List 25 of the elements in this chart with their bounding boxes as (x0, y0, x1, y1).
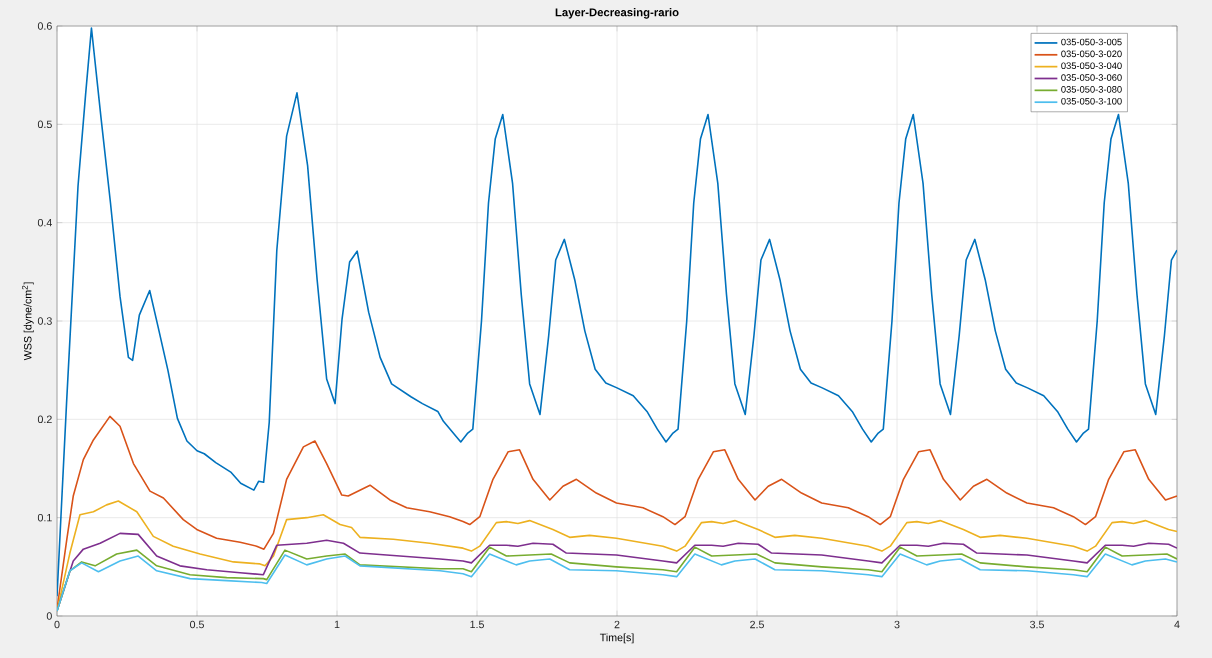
y-tick-label: 0.4 (37, 218, 52, 227)
legend-label: 035-050-3-020 (1061, 50, 1122, 58)
legend-label: 035-050-3-060 (1061, 74, 1122, 81)
x-tick-label: 2.5 (750, 620, 764, 629)
x-tick-label: 4 (1174, 620, 1180, 629)
legend-label: 035-050-3-080 (1061, 86, 1122, 93)
x-tick-label: 0 (54, 620, 60, 629)
x-tick-label: 1 (334, 620, 340, 629)
chart-title: Layer-Decreasing-rario (555, 8, 679, 19)
y-tick-label: 0.1 (37, 513, 52, 522)
x-axis-title: Time[s] (599, 633, 634, 644)
y-axis-title: WSS [dyne/cm$^{2}$] (22, 282, 34, 361)
legend-label: 035-050-3-100 (1061, 97, 1122, 105)
x-tick-label: 2 (614, 620, 620, 629)
y-tick-label: 0.6 (37, 22, 52, 30)
y-tick-label: 0.3 (37, 317, 52, 325)
y-tick-label: 0.5 (37, 120, 52, 129)
x-tick-label: 3 (894, 620, 900, 629)
x-tick-label: 1.5 (470, 620, 484, 629)
y-tick-label: 0.2 (37, 415, 52, 424)
y-tick-label: 0 (46, 612, 52, 620)
legend-label: 035-050-3-040 (1061, 62, 1122, 69)
x-tick-label: 3.5 (1029, 620, 1044, 629)
legend-label: 035-050-3-005 (1061, 38, 1122, 46)
x-tick-label: 0.5 (190, 620, 204, 629)
